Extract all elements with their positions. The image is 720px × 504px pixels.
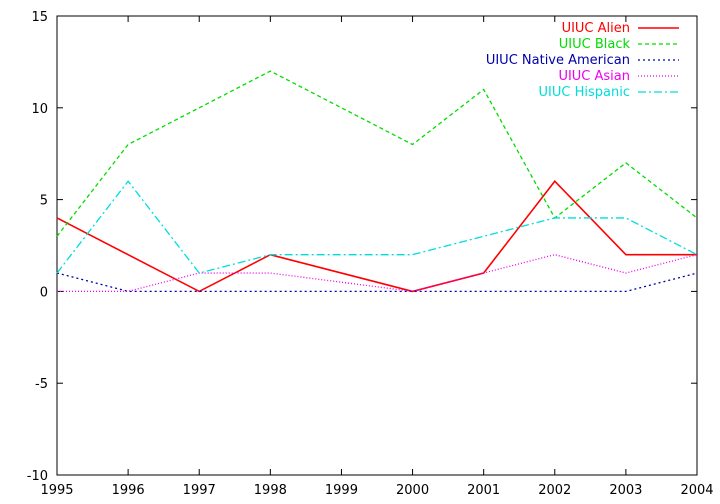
x-tick-label: 1997 — [183, 483, 216, 498]
legend-label-uiuc-native-american: UIUC Native American — [486, 53, 630, 68]
y-tick-label: 10 — [31, 102, 48, 117]
series-line-uiuc-black — [56, 70, 698, 237]
x-tick-label: 2003 — [609, 483, 642, 498]
plot-frame — [56, 15, 698, 476]
series-line-uiuc-hispanic — [56, 180, 698, 274]
y-tick-label: 15 — [31, 10, 48, 25]
legend-label-uiuc-hispanic: UIUC Hispanic — [539, 85, 630, 100]
x-tick-label: 2002 — [538, 483, 571, 498]
y-tick-label: 0 — [40, 285, 48, 300]
x-tick-label: 1998 — [254, 483, 287, 498]
legend-label-uiuc-asian: UIUC Asian — [558, 69, 630, 84]
series-line-uiuc-asian — [57, 254, 698, 293]
x-axis-ticks: 1995 1996 1997 1998 1999 2000 2001 2002 2003 2004 — [40, 16, 714, 498]
y-tick-label: 5 — [40, 194, 48, 209]
series-line-uiuc-alien — [56, 180, 697, 293]
legend-label-uiuc-alien: UIUC Alien — [562, 21, 630, 36]
legend-label-uiuc-black: UIUC Black — [559, 37, 631, 52]
x-tick-label: 2004 — [680, 483, 713, 498]
series-lines — [56, 70, 698, 293]
y-tick-label: -10 — [27, 469, 48, 484]
x-tick-label: 2000 — [396, 483, 429, 498]
x-tick-label: 1996 — [112, 483, 145, 498]
y-tick-label: -5 — [35, 377, 48, 392]
x-tick-label: 2001 — [467, 483, 500, 498]
plot-area — [56, 15, 698, 476]
x-tick-label: 1995 — [40, 483, 73, 498]
series-line-uiuc-native-american — [56, 272, 698, 293]
y-axis-ticks: -10 -5 0 5 10 15 — [27, 10, 697, 484]
x-tick-label: 1999 — [325, 483, 358, 498]
